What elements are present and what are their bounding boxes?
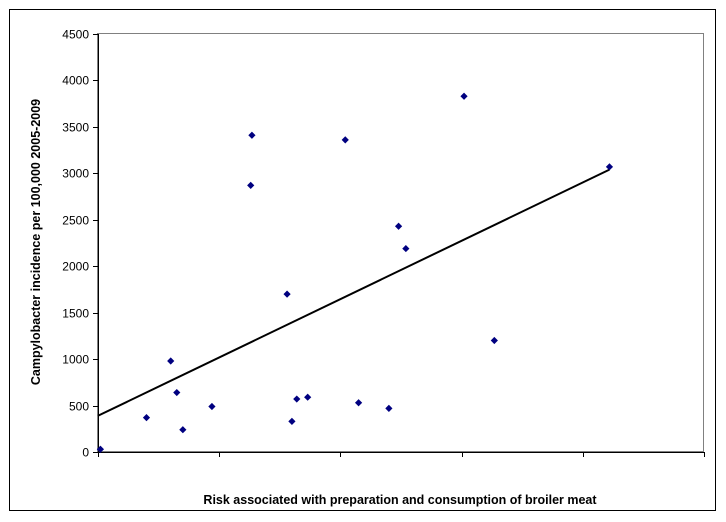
- data-point: [288, 417, 296, 425]
- y-tick-label: 4500: [62, 28, 89, 42]
- data-point: [248, 131, 256, 139]
- y-tick-label: 500: [69, 400, 89, 414]
- y-tick-label: 2500: [62, 214, 89, 228]
- data-point: [167, 357, 175, 365]
- data-point: [385, 404, 393, 412]
- data-point: [293, 395, 301, 403]
- data-point: [173, 388, 181, 397]
- data-point: [490, 336, 498, 345]
- data-point: [142, 414, 151, 422]
- data-points: [96, 92, 614, 453]
- data-point: [208, 402, 216, 411]
- data-point: [96, 445, 105, 453]
- data-point: [354, 399, 363, 407]
- y-tick-label: 3000: [62, 167, 89, 181]
- data-point: [247, 181, 255, 190]
- x-axis-title: Risk associated with preparation and con…: [203, 493, 597, 507]
- y-tick-label: 1000: [62, 353, 89, 367]
- y-tick-label: 1500: [62, 307, 89, 321]
- data-point: [341, 136, 349, 144]
- y-tick-label: 0: [82, 446, 89, 460]
- y-axis-title: Campylobacter incidence per 100,000 2005…: [29, 99, 43, 385]
- y-tick-label: 3500: [62, 121, 89, 135]
- data-point: [179, 426, 187, 434]
- trendline-group: [97, 168, 610, 417]
- y-axis: 0 500 1000 1500 2000 2500 3000 3500 4000 4500: [62, 28, 99, 460]
- chart-outer-border: [9, 9, 716, 511]
- data-point: [460, 92, 468, 100]
- y-tick-label: 4000: [62, 74, 89, 88]
- data-point: [402, 244, 410, 253]
- plot-area-border: [97, 33, 704, 452]
- data-point: [304, 393, 312, 401]
- trendline: [97, 168, 610, 417]
- y-tick-label: 2000: [62, 260, 89, 274]
- data-point: [394, 222, 403, 230]
- data-point: [605, 163, 614, 171]
- x-axis: [98, 452, 705, 457]
- data-point: [283, 290, 291, 298]
